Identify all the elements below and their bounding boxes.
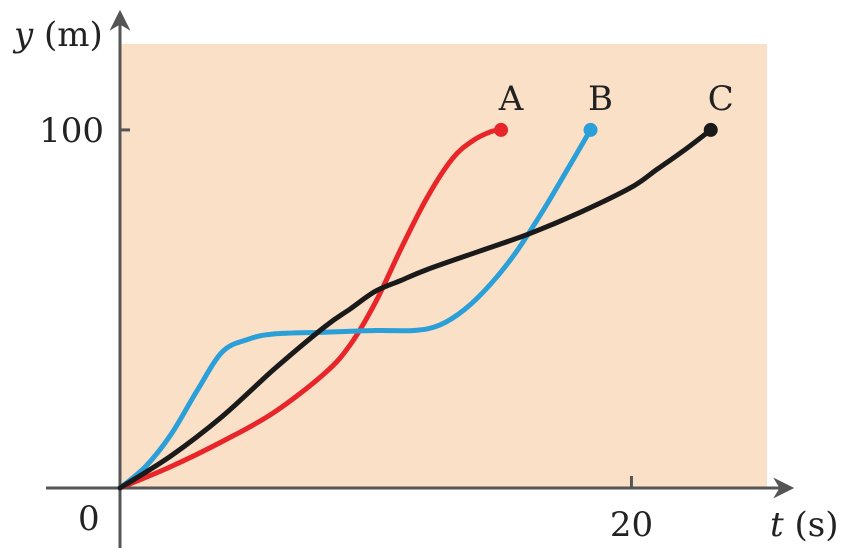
y-axis-label: y (m) (12, 15, 103, 55)
series-line-c (117, 127, 714, 491)
series-endpoint-a (494, 122, 509, 137)
series-line-a (117, 127, 504, 491)
x-tick-label: 20 (610, 505, 653, 545)
series-endpoint-b (583, 122, 598, 137)
series-label-b: B (588, 79, 613, 119)
series-endpoint-c (703, 122, 718, 137)
series-label-a: A (498, 79, 524, 119)
y-tick-label: 100 (39, 111, 104, 151)
series-label-c: C (708, 79, 734, 119)
origin-label: 0 (78, 499, 100, 539)
series-line-b (117, 127, 593, 491)
x-axis-label: t (s) (770, 505, 838, 545)
